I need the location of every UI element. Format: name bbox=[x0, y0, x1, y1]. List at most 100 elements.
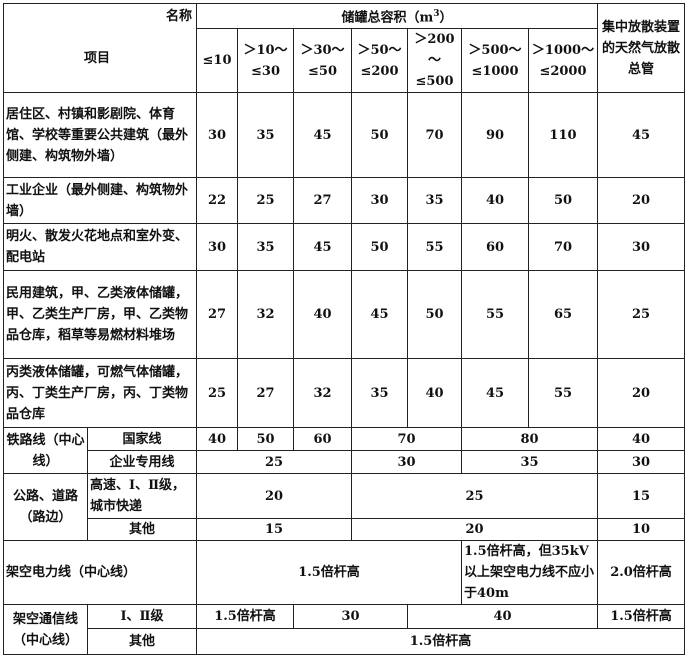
volume-header: 储罐总容积（m3） bbox=[196, 2, 598, 30]
cell: 35 bbox=[351, 358, 408, 429]
header-corner: 名称项目 bbox=[3, 2, 197, 94]
cell: 50 bbox=[351, 223, 408, 272]
cell: 25 bbox=[237, 177, 294, 225]
road-label: 公路、道路（路边） bbox=[3, 473, 88, 542]
table-row: 工业企业（最外侧建、构筑物外墙） 22 25 27 30 35 40 50 20 bbox=[3, 177, 685, 225]
cell: 65 bbox=[528, 270, 598, 360]
cell: 35 bbox=[407, 177, 462, 225]
row-label: 架空电力线（中心线） bbox=[3, 540, 197, 606]
cell: 20 bbox=[597, 358, 685, 429]
table-row: 丙类液体储罐，可燃气体储罐，丙、丁类生产厂房，丙、丁类物品仓库 25 27 32 35 4… bbox=[3, 358, 685, 429]
cell: 1.5倍杆高 bbox=[196, 628, 685, 655]
row-label: Ⅰ、Ⅱ级 bbox=[87, 604, 197, 630]
cell: 35 bbox=[237, 223, 294, 272]
cell: 55 bbox=[461, 270, 529, 360]
cell: 70 bbox=[407, 92, 462, 179]
range: ＞1000～≤2000 bbox=[528, 28, 598, 94]
cell: 45 bbox=[293, 92, 352, 179]
cell: 40 bbox=[407, 604, 598, 630]
range: ＞200～≤500 bbox=[407, 28, 462, 94]
name-label: 名称 bbox=[165, 9, 192, 24]
cell: 20 bbox=[597, 177, 685, 225]
table-row: 居住区、村镇和影剧院、体育馆、学校等重要公共建筑（最外侧建、构筑物外墙） 30 35… bbox=[3, 92, 685, 179]
cell: 1.5倍杆高，但35kV以上架空电力线不应小于40m bbox=[461, 540, 598, 606]
volume-close: ） bbox=[439, 10, 453, 26]
cell: 55 bbox=[528, 358, 598, 429]
volume-label: 储罐总容积（m bbox=[341, 10, 434, 26]
table-row: 其他 15 20 10 bbox=[4, 518, 685, 542]
cell: 25 bbox=[351, 473, 598, 520]
cell: 25 bbox=[196, 450, 352, 475]
table-row: 民用建筑，甲、乙类液体储罐，甲、乙类生产厂房，甲、乙类物品仓库，稻草等易燃材料堆… bbox=[3, 270, 685, 360]
cell: 15 bbox=[597, 473, 685, 520]
cell: 15 bbox=[196, 518, 352, 542]
cell: 30 bbox=[196, 223, 238, 272]
cell: 30 bbox=[597, 223, 685, 272]
row-label: 居住区、村镇和影剧院、体育馆、学校等重要公共建筑（最外侧建、构筑物外墙） bbox=[3, 92, 197, 179]
cell: 45 bbox=[351, 270, 408, 360]
cell: 30 bbox=[351, 177, 408, 225]
range: ＞50～≤200 bbox=[351, 28, 408, 94]
range: ＞500～≤1000 bbox=[461, 28, 529, 94]
cell: 20 bbox=[196, 473, 352, 520]
range: ≤10 bbox=[196, 28, 238, 94]
table-row: 公路、道路（路边） 高速、Ⅰ、Ⅱ级，城市快递 20 25 15 bbox=[3, 473, 685, 542]
cell: 45 bbox=[461, 358, 529, 429]
cell: 10 bbox=[597, 518, 685, 542]
cell: 35 bbox=[237, 92, 294, 179]
volume-unit-sup: 3 bbox=[433, 9, 440, 19]
cell: 40 bbox=[293, 270, 352, 360]
cell: 90 bbox=[461, 92, 529, 179]
cell: 27 bbox=[293, 177, 352, 225]
table-row: 铁路线（中心线） 国家线 40 50 60 70 80 40 bbox=[3, 427, 685, 475]
spacing-table: 名称项目 储罐总容积（m3） 集中放散装置的天然气放散总管 ≤10 ＞10～≤3… bbox=[3, 2, 685, 655]
cell: 70 bbox=[351, 427, 462, 452]
cell: 60 bbox=[293, 427, 352, 452]
cell: 50 bbox=[351, 92, 408, 179]
cell: 50 bbox=[237, 427, 294, 452]
table-row: 架空电力线（中心线） 1.5倍杆高 1.5倍杆高，但35kV以上架空电力线不应小… bbox=[3, 540, 685, 606]
row-label: 国家线 bbox=[87, 427, 197, 452]
cell: 20 bbox=[351, 518, 598, 542]
cell: 1.5倍杆高 bbox=[597, 604, 685, 630]
cell: 32 bbox=[237, 270, 294, 360]
table-row: 企业专用线 25 30 35 30 bbox=[4, 450, 685, 475]
item-label: 项目 bbox=[84, 51, 111, 66]
row-label: 明火、散发火花地点和室外变、配电站 bbox=[3, 223, 197, 272]
row-label: 企业专用线 bbox=[87, 450, 197, 475]
cell: 2.0倍杆高 bbox=[597, 540, 685, 606]
row-label: 其他 bbox=[87, 628, 197, 655]
cell: 1.5倍杆高 bbox=[196, 540, 462, 606]
cell: 40 bbox=[196, 427, 238, 452]
cell: 27 bbox=[196, 270, 238, 360]
cell: 30 bbox=[293, 604, 408, 630]
row-label: 工业企业（最外侧建、构筑物外墙） bbox=[3, 177, 197, 225]
cell: 30 bbox=[597, 450, 685, 475]
cell: 45 bbox=[597, 92, 685, 179]
row-label: 其他 bbox=[87, 518, 197, 542]
cell: 35 bbox=[461, 450, 598, 475]
cell: 25 bbox=[196, 358, 238, 429]
railway-label: 铁路线（中心线） bbox=[3, 427, 88, 475]
cell: 45 bbox=[293, 223, 352, 272]
row-label: 丙类液体储罐，可燃气体储罐，丙、丁类生产厂房，丙、丁类物品仓库 bbox=[3, 358, 197, 429]
cell: 110 bbox=[528, 92, 598, 179]
cell: 50 bbox=[528, 177, 598, 225]
table-row: 架空通信线（中心线） Ⅰ、Ⅱ级 1.5倍杆高 30 40 1.5倍杆高 bbox=[3, 604, 685, 655]
cell: 30 bbox=[351, 450, 462, 475]
cell: 60 bbox=[461, 223, 529, 272]
cell: 70 bbox=[528, 223, 598, 272]
cell: 55 bbox=[407, 223, 462, 272]
cell: 40 bbox=[597, 427, 685, 452]
range: ＞30～≤50 bbox=[293, 28, 352, 94]
cell: 40 bbox=[407, 358, 462, 429]
cell: 50 bbox=[407, 270, 462, 360]
cell: 22 bbox=[196, 177, 238, 225]
range: ＞10～≤30 bbox=[237, 28, 294, 94]
table-row: 明火、散发火花地点和室外变、配电站 30 35 45 50 55 60 70 30 bbox=[3, 223, 685, 272]
telecom-label: 架空通信线（中心线） bbox=[3, 604, 88, 655]
cell: 30 bbox=[196, 92, 238, 179]
vent-header: 集中放散装置的天然气放散总管 bbox=[597, 2, 685, 94]
cell: 25 bbox=[597, 270, 685, 360]
cell: 32 bbox=[293, 358, 352, 429]
